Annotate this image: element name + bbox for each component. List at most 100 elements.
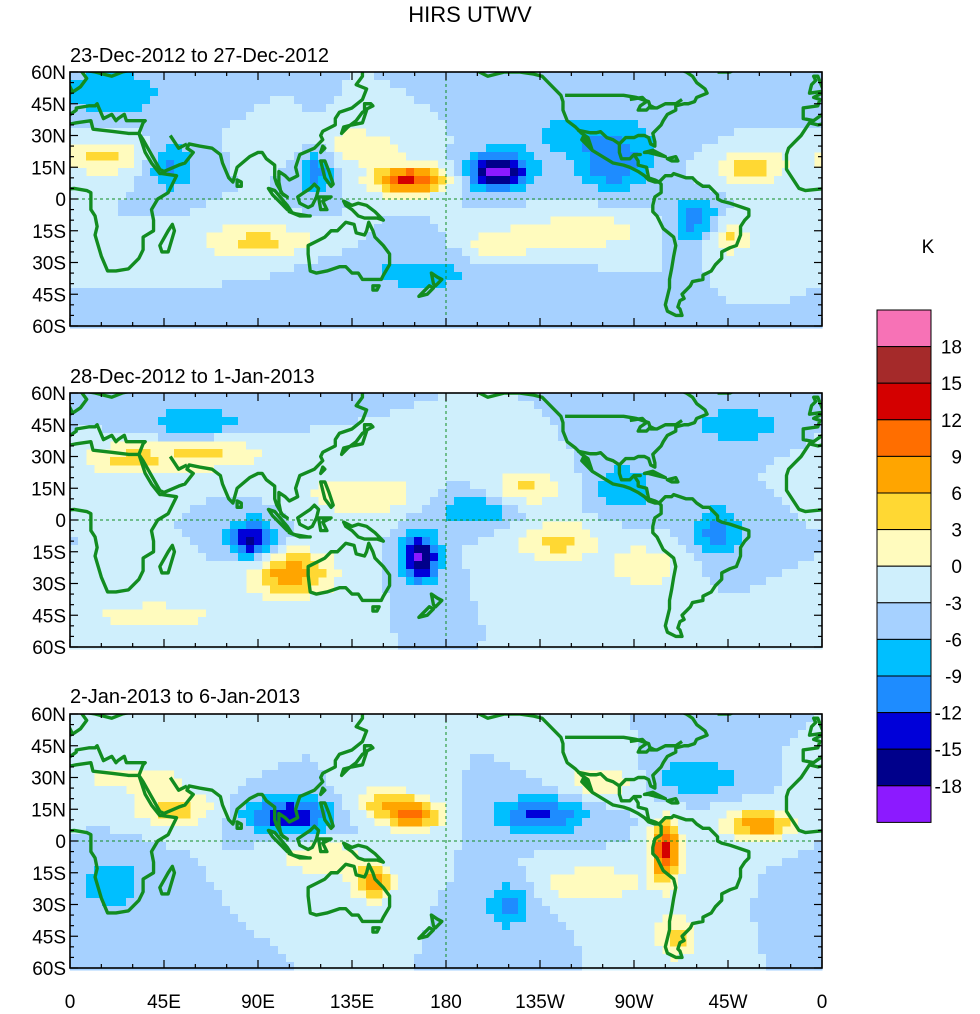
anomaly-cell (534, 513, 543, 522)
anomaly-cell (470, 505, 479, 514)
anomaly-cell (246, 401, 255, 410)
anomaly-cell (406, 240, 415, 249)
anomaly-cell (526, 409, 535, 418)
anomaly-cell (806, 513, 815, 522)
anomaly-cell (462, 72, 471, 81)
anomaly-cell (462, 216, 471, 225)
anomaly-cell (558, 272, 567, 281)
anomaly-cell (582, 248, 591, 257)
anomaly-cell (366, 248, 375, 257)
anomaly-cell (430, 248, 439, 257)
anomaly-cell (198, 176, 207, 185)
anomaly-cell (686, 304, 695, 313)
anomaly-cell (638, 136, 647, 145)
anomaly-cell (518, 72, 527, 81)
anomaly-cell (638, 80, 647, 89)
anomaly-cell (198, 561, 207, 570)
anomaly-cell (534, 417, 543, 426)
anomaly-cell (342, 417, 351, 426)
anomaly-cell (678, 208, 687, 217)
anomaly-cell (142, 248, 151, 257)
anomaly-cell (102, 136, 111, 145)
anomaly-cell (574, 120, 583, 129)
anomaly-cell (326, 184, 335, 193)
anomaly-cell (294, 272, 303, 281)
anomaly-cell (590, 208, 599, 217)
anomaly-cell (782, 96, 791, 105)
anomaly-cell (222, 88, 231, 97)
anomaly-cell (574, 561, 583, 570)
anomaly-cell (158, 521, 167, 530)
anomaly-cell (726, 545, 735, 554)
anomaly-cell (590, 312, 599, 321)
anomaly-cell (430, 497, 439, 506)
anomaly-cell (438, 513, 447, 522)
anomaly-cell (614, 320, 623, 329)
anomaly-cell (390, 248, 399, 257)
anomaly-cell (558, 537, 567, 546)
anomaly-cell (790, 88, 799, 97)
anomaly-cell (758, 465, 767, 474)
anomaly-cell (654, 489, 663, 498)
anomaly-cell (190, 248, 199, 257)
anomaly-cell (470, 168, 479, 177)
anomaly-cell (422, 104, 431, 113)
anomaly-cell (166, 96, 175, 105)
anomaly-cell (814, 104, 823, 113)
anomaly-cell (390, 433, 399, 442)
anomaly-cell (118, 88, 127, 97)
anomaly-cell (470, 425, 479, 434)
anomaly-cell (590, 88, 599, 97)
anomaly-cell (342, 529, 351, 538)
anomaly-cell (550, 288, 559, 297)
anomaly-cell (86, 473, 95, 482)
anomaly-cell (614, 288, 623, 297)
anomaly-cell (270, 304, 279, 313)
anomaly-cell (606, 489, 615, 498)
anomaly-cell (206, 513, 215, 522)
anomaly-cell (374, 569, 383, 578)
anomaly-cell (182, 473, 191, 482)
anomaly-cell (670, 288, 679, 297)
anomaly-cell (262, 312, 271, 321)
anomaly-cell (286, 216, 295, 225)
anomaly-cell (550, 144, 559, 153)
anomaly-cell (270, 521, 279, 530)
anomaly-cell (414, 473, 423, 482)
anomaly-cell (166, 553, 175, 562)
anomaly-cell (590, 136, 599, 145)
anomaly-cell (118, 288, 127, 297)
anomaly-cell (630, 200, 639, 209)
anomaly-cell (230, 72, 239, 81)
anomaly-cell (670, 401, 679, 410)
anomaly-cell (654, 393, 663, 402)
anomaly-cell (422, 521, 431, 530)
anomaly-cell (614, 72, 623, 81)
anomaly-cell (198, 417, 207, 426)
anomaly-cell (622, 457, 631, 466)
anomaly-cell (486, 553, 495, 562)
anomaly-cell (686, 112, 695, 121)
anomaly-cell (462, 433, 471, 442)
anomaly-cell (70, 433, 79, 442)
anomaly-cell (190, 409, 199, 418)
anomaly-cell (302, 120, 311, 129)
anomaly-cell (566, 312, 575, 321)
anomaly-cell (718, 473, 727, 482)
anomaly-cell (142, 489, 151, 498)
anomaly-cell (502, 224, 511, 233)
anomaly-cell (254, 529, 263, 538)
anomaly-cell (774, 96, 783, 105)
anomaly-cell (486, 505, 495, 514)
anomaly-cell (446, 248, 455, 257)
anomaly-cell (766, 88, 775, 97)
anomaly-cell (206, 256, 215, 265)
anomaly-cell (366, 577, 375, 586)
anomaly-cell (142, 96, 151, 105)
anomaly-cell (566, 80, 575, 89)
anomaly-cell (710, 561, 719, 570)
anomaly-cell (374, 577, 383, 586)
anomaly-cell (654, 240, 663, 249)
anomaly-cell (710, 441, 719, 450)
anomaly-cell (158, 88, 167, 97)
